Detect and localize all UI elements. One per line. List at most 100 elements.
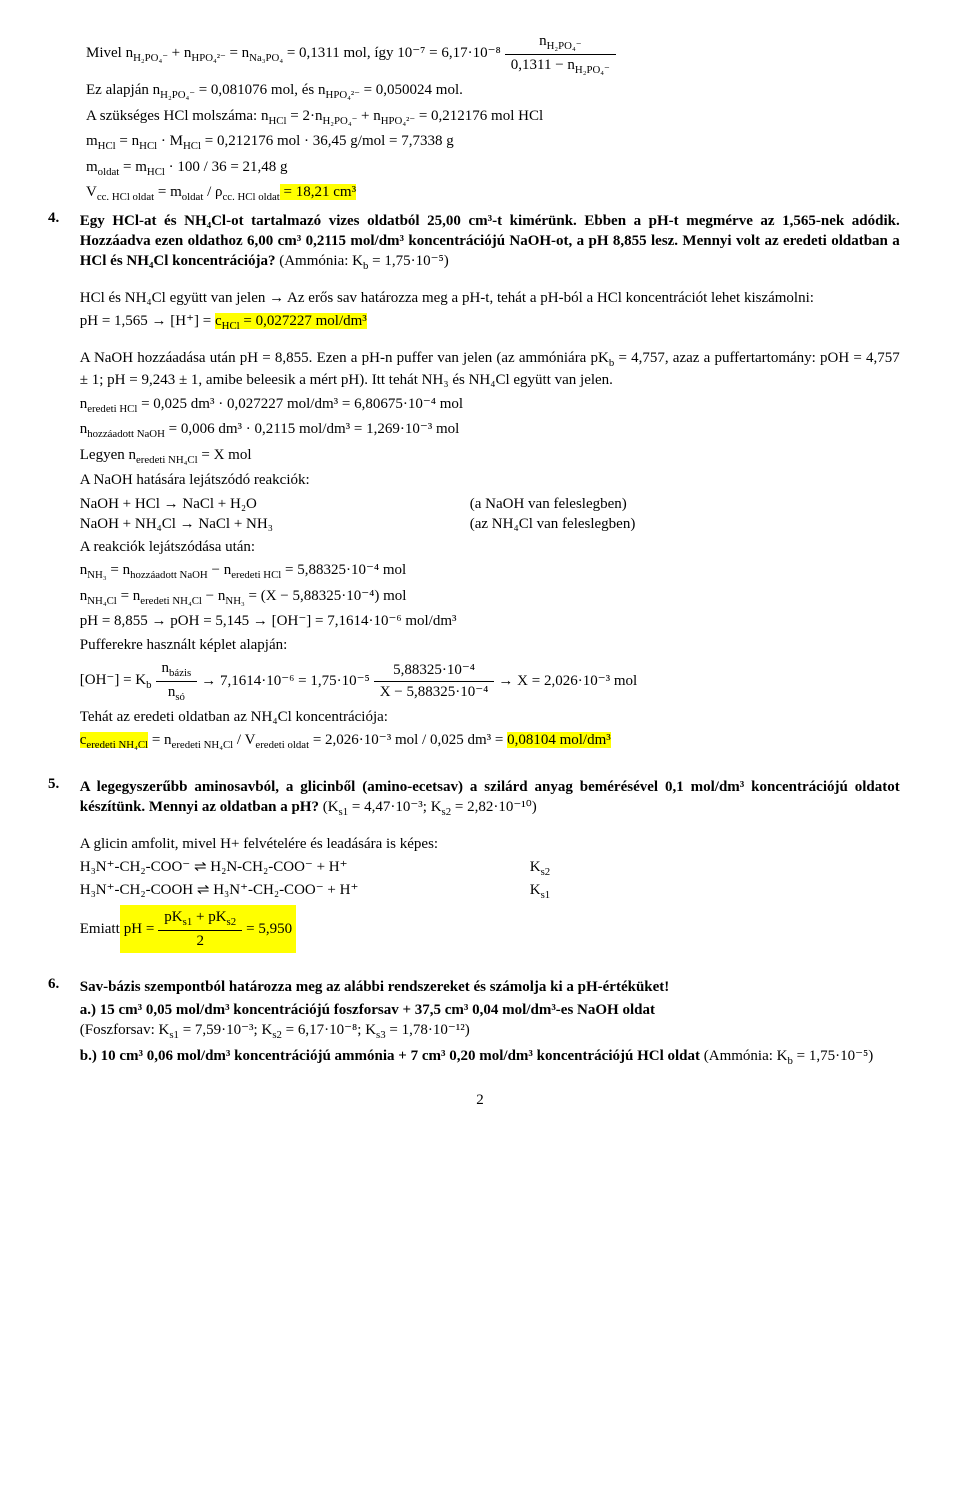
t: Egy HCl-at és NH₄Cl-ot tartalmazó vizes …	[80, 213, 900, 270]
t: = 5,88325·10⁻⁴ mol	[281, 562, 406, 578]
t: = 2·n	[286, 108, 322, 124]
rx-left: H₃N⁺-CH₂-COO⁻ ⇌ H₂N-CH₂-COO⁻ + H⁺	[80, 857, 530, 880]
sub: s1	[169, 1029, 179, 1041]
sub: s1	[541, 889, 551, 901]
problem-number: 5.	[48, 774, 76, 794]
sub: s1	[183, 916, 193, 928]
highlight-result: = 18,21 cm³	[280, 184, 356, 200]
t: c	[215, 313, 222, 329]
sub: eredeti NH₄Cl	[172, 739, 234, 751]
problem-5-title: A legegyszerűbb aminosavból, a glicinből…	[80, 777, 900, 820]
sub: HCl	[147, 166, 165, 178]
t: / ρ	[203, 184, 222, 200]
t: = 2,026·10⁻³ mol / 0,025 dm³ =	[309, 732, 507, 748]
p5-line1: A glicin amfolit, mivel H+ felvételére é…	[80, 834, 900, 854]
problem-4: 4. Egy HCl-at és NH₄Cl-ot tartalmazó viz…	[48, 208, 912, 756]
sub: NH₄Cl	[87, 595, 117, 607]
t: 0,1311 − n	[511, 57, 575, 73]
t: 5,88325·10⁻⁴	[374, 660, 495, 681]
sub: s2	[272, 1029, 282, 1041]
sub: HPO₄²⁻	[381, 115, 415, 127]
t: = 0,081076 mol, és n	[195, 82, 326, 98]
t: n	[539, 33, 547, 49]
t: Emiatt	[80, 919, 120, 939]
intro-line5: moldat = mHCl · 100 / 36 = 21,48 g	[86, 157, 912, 180]
p4-n2: nhozzáadott NaOH = 0,006 dm³ · 0,2115 mo…	[80, 419, 900, 442]
sub: só	[175, 691, 185, 703]
highlight-result: 0,08104 mol/dm³	[507, 732, 611, 748]
p4-para1: HCl és NH₄Cl együtt van jelen → Az erős …	[80, 288, 900, 308]
sub: eredeti HCl	[87, 403, 137, 415]
sub: H₂PO₄⁻	[547, 40, 582, 52]
fraction: nH₂PO₄⁻ 0,1311 − nH₂PO₄⁻	[505, 31, 616, 77]
rx-right: (az NH₄Cl van feleslegben)	[470, 514, 900, 534]
sub: hozzáadott NaOH	[87, 428, 165, 440]
t: = 0,006 dm³ · 0,2115 mol/dm³ = 1,269·10⁻…	[165, 421, 459, 437]
t: − n	[208, 562, 231, 578]
t: = 2,82·10⁻¹⁰)	[451, 799, 537, 815]
sub: oldat	[182, 191, 204, 203]
sub: bázis	[169, 667, 191, 679]
sub: hozzáadott NaOH	[130, 569, 208, 581]
t: K	[530, 882, 541, 898]
sub: HCl	[183, 140, 201, 152]
t: Legyen n	[80, 447, 136, 463]
sub: s2	[442, 806, 452, 818]
t: = n	[117, 588, 140, 604]
p5-ph-eq: Emiatt pH = pKs1 + pKs2 2 = 5,950	[80, 905, 900, 953]
p6-a: a.) 15 cm³ 0,05 mol/dm³ koncentrációjú f…	[80, 1000, 900, 1043]
p4-buffer-eq: [OH⁻] = Kb nbázis nsó → 7,1614·10⁻⁶ = 1,…	[80, 658, 900, 704]
t: Ez alapján n	[86, 82, 160, 98]
t: X − 5,88325·10⁻⁴	[374, 682, 495, 702]
t: pH =	[124, 919, 155, 939]
t: = (X − 5,88325·10⁻⁴) mol	[245, 588, 407, 604]
t: 10⁻⁷ = 6,17·10⁻⁸	[397, 45, 501, 61]
rx-left: H₃N⁺-CH₂-COOH ⇌ H₃N⁺-CH₂-COO⁻ + H⁺	[80, 880, 530, 903]
sub: oldat	[98, 166, 120, 178]
p4-tehat: Tehát az eredeti oldatban az NH₄Cl konce…	[80, 707, 900, 727]
sub: HCl	[268, 115, 286, 127]
t: = 0,1311 mol, így	[283, 45, 397, 61]
p4-rx2: NaOH + NH₄Cl → NaCl + NH₃(az NH₄Cl van f…	[80, 514, 900, 534]
t: = 1,75·10⁻⁵)	[368, 253, 448, 269]
intro-line2: Ez alapján nH₂PO₄⁻ = 0,081076 mol, és nH…	[86, 80, 912, 103]
p4-nnh4: nNH₄Cl = neredeti NH₄Cl − nNH₃ = (X − 5,…	[80, 586, 900, 609]
p4-ph-line: pH = 1,565 → [H⁺] = cHCl = 0,027227 mol/…	[80, 311, 900, 334]
t: = 0,050024 mol.	[360, 82, 463, 98]
t: m	[86, 159, 98, 175]
p4-para2: A NaOH hozzáadása után pH = 8,855. Ezen …	[80, 348, 900, 391]
t: = 1,75·10⁻⁵)	[793, 1048, 873, 1064]
problem-number: 6.	[48, 974, 76, 994]
p4-rx-intro: A NaOH hatására lejátszódó reakciók:	[80, 470, 900, 490]
sub: HCl	[222, 320, 240, 332]
sub: s2	[227, 916, 237, 928]
t: V	[86, 184, 97, 200]
p4-puffer: Pufferekre használt képlet alapján:	[80, 635, 900, 655]
t: = n	[107, 562, 130, 578]
sub: s1	[339, 806, 349, 818]
rx-right: (a NaOH van feleslegben)	[470, 494, 900, 514]
t: = m	[119, 159, 147, 175]
sub: eredeti NH₄Cl	[86, 739, 148, 751]
t: 2	[158, 931, 242, 951]
sub: NH₃	[87, 569, 106, 581]
sub: Na₃PO₄	[249, 52, 283, 64]
highlight-result: = 5,950	[246, 919, 292, 939]
t: a.) 15 cm³ 0,05 mol/dm³ koncentrációjú f…	[80, 1002, 655, 1018]
problem-6: 6. Sav-bázis szempontból határozza meg a…	[48, 974, 912, 1072]
sub: eredeti NH₄Cl	[136, 454, 198, 466]
sub: HCl	[98, 140, 116, 152]
p4-n3: Legyen neredeti NH₄Cl = X mol	[80, 445, 900, 468]
t: [OH⁻] = K	[80, 672, 146, 688]
p5-rx2: H₃N⁺-CH₂-COOH ⇌ H₃N⁺-CH₂-COO⁻ + H⁺Ks1	[80, 880, 900, 903]
p5-rx1: H₃N⁺-CH₂-COO⁻ ⇌ H₂N-CH₂-COO⁻ + H⁺Ks2	[80, 857, 900, 880]
sub: b	[146, 679, 151, 691]
t: → X = 2,026·10⁻³ mol	[498, 671, 637, 691]
intro-line6: Vcc. HCl oldat = moldat / ρcc. HCl oldat…	[86, 182, 912, 205]
sub: HPO₄²⁻	[191, 52, 225, 64]
t: = n	[226, 45, 249, 61]
sub: HCl	[139, 140, 157, 152]
t: A NaOH hozzáadása után pH = 8,855. Ezen …	[80, 350, 609, 366]
intro-line4: mHCl = nHCl · MHCl = 0,212176 mol · 36,4…	[86, 131, 912, 154]
t: / V	[233, 732, 255, 748]
